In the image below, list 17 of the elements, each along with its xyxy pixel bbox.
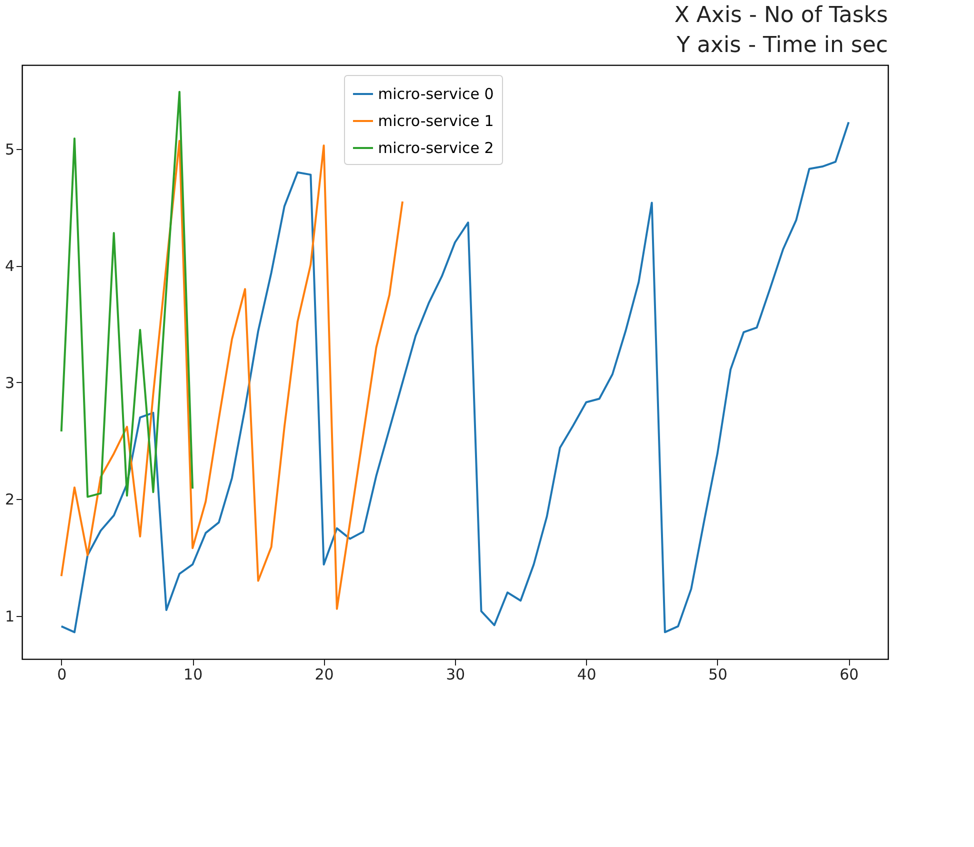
y-tick-label: 4 <box>4 257 14 276</box>
x-tick-label: 60 <box>840 666 859 684</box>
y-tick-label: 2 <box>4 490 14 509</box>
y-tick-label: 5 <box>4 140 14 159</box>
legend-label: micro-service 1 <box>378 112 494 130</box>
x-tick-label: 0 <box>57 666 67 684</box>
x-tick-label: 30 <box>446 666 466 684</box>
x-tick-label: 10 <box>184 666 203 684</box>
line-series <box>60 90 194 498</box>
chart-title: X Axis - No of Tasks Y axis - Time in sec <box>674 3 888 58</box>
legend-label: micro-service 0 <box>378 85 494 103</box>
x-tick-label: 20 <box>314 666 334 684</box>
x-tick-label: 40 <box>577 666 596 684</box>
x-tick-label: 50 <box>708 666 728 684</box>
y-tick-label: 3 <box>4 374 14 392</box>
y-tick-label: 1 <box>4 607 14 626</box>
legend-label: micro-service 2 <box>378 139 494 157</box>
